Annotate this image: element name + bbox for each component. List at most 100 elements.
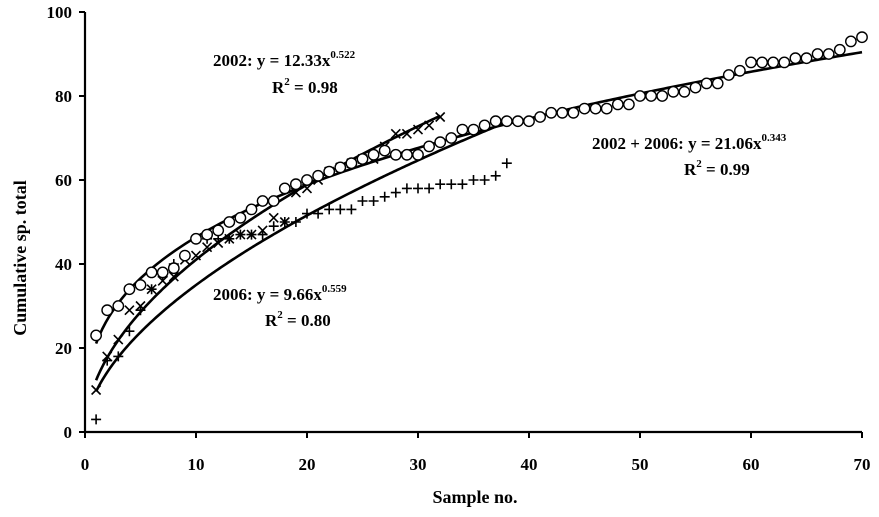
circle-marker — [367, 148, 380, 161]
circle-marker — [767, 56, 780, 69]
circle-marker — [145, 266, 158, 279]
circle-marker — [267, 195, 280, 207]
x-tick-label: 40 — [521, 455, 538, 474]
circle-marker — [190, 232, 202, 245]
plus-marker — [424, 183, 435, 194]
cross-marker — [390, 128, 401, 139]
y-tick-label: 60 — [55, 171, 72, 190]
circle-marker — [645, 90, 657, 102]
circle-marker — [722, 69, 735, 81]
cross-marker — [168, 271, 179, 282]
circle-marker — [389, 148, 402, 161]
circle-marker — [201, 228, 214, 241]
fit-2006-equation: 2006: y = 9.66x0.559 — [213, 283, 347, 304]
circle-marker — [400, 148, 413, 161]
circle-marker — [512, 115, 524, 128]
plus-marker — [290, 217, 301, 227]
circle-marker — [256, 195, 269, 207]
plus-marker — [446, 179, 457, 190]
x-tick-label: 70 — [854, 455, 871, 474]
circle-marker — [800, 52, 813, 65]
circle-marker — [833, 43, 846, 56]
circle-marker — [245, 203, 258, 216]
circle-marker — [689, 81, 702, 94]
circle-marker — [711, 77, 724, 90]
circle-marker — [556, 106, 569, 119]
cross-marker — [435, 111, 446, 123]
plus-marker — [313, 208, 324, 219]
plus-marker — [235, 229, 246, 240]
plus-marker — [246, 229, 257, 240]
circle-marker — [90, 329, 103, 342]
circle-marker — [845, 35, 857, 48]
fit-combined-equation: 2002 + 2006: y = 21.06x0.343 — [592, 132, 787, 153]
circle-marker — [734, 64, 746, 77]
circle-marker — [523, 115, 535, 128]
x-tick-label: 10 — [188, 455, 205, 474]
plus-marker — [102, 355, 113, 366]
plus-marker — [379, 191, 390, 202]
plus-marker — [490, 170, 501, 181]
circle-marker — [323, 165, 336, 178]
circle-marker — [423, 140, 435, 153]
x-tick-label: 20 — [299, 455, 316, 474]
circle-marker — [756, 56, 768, 69]
plus-marker — [335, 204, 346, 215]
circle-marker — [489, 115, 502, 128]
x-tick-label: 50 — [632, 455, 649, 474]
circle-marker — [123, 283, 136, 296]
plus-marker — [224, 233, 235, 244]
x-tick-label: 0 — [81, 455, 90, 474]
plus-marker — [390, 187, 401, 198]
cross-marker — [290, 187, 301, 198]
circle-marker — [101, 304, 114, 317]
plus-marker — [124, 326, 135, 337]
circle-marker — [412, 148, 424, 161]
circle-marker — [811, 48, 824, 60]
circle-marker — [611, 98, 624, 111]
circle-marker — [112, 300, 125, 312]
circle-marker — [334, 161, 347, 174]
x-tick-label: 30 — [410, 455, 427, 474]
fit-curve-3 — [94, 50, 863, 345]
plus-marker — [279, 217, 290, 227]
circle-marker — [134, 279, 147, 291]
axes: 0 20 40 60 80 100 0 10 20 30 40 50 60 70 — [47, 3, 871, 474]
circle-marker — [678, 85, 691, 98]
cross-marker — [301, 183, 313, 194]
circle-marker — [623, 98, 635, 111]
circle-marker — [312, 169, 324, 182]
plus-marker — [268, 221, 279, 232]
plus-marker — [413, 183, 423, 194]
circle-marker — [445, 132, 458, 144]
fit-2002-equation: 2002: y = 12.33x0.522 — [213, 49, 356, 70]
y-tick-label: 40 — [55, 255, 72, 274]
circle-marker — [156, 266, 169, 279]
fit-combined-r-squared: R2 = 0.99 — [684, 158, 750, 179]
cross-marker — [190, 250, 202, 261]
circle-marker — [822, 48, 835, 60]
circle-marker — [656, 90, 669, 102]
cross-marker — [202, 242, 213, 253]
circle-marker — [534, 111, 546, 123]
circle-marker — [545, 106, 558, 119]
circle-marker — [234, 211, 247, 224]
circle-marker — [600, 102, 613, 115]
y-tick-label: 80 — [55, 87, 72, 106]
circle-marker — [356, 153, 369, 165]
circle-marker — [478, 119, 491, 132]
circle-marker — [778, 56, 791, 69]
cross-marker — [412, 124, 424, 135]
plus-marker — [457, 179, 468, 190]
plus-marker — [435, 179, 446, 190]
x-tick-label: 60 — [743, 455, 760, 474]
plus-marker — [91, 414, 102, 425]
circle-marker — [345, 157, 358, 170]
circle-marker — [667, 85, 680, 98]
plus-marker — [468, 175, 479, 185]
plus-marker — [479, 175, 490, 185]
fit-curves — [94, 50, 863, 393]
circle-marker — [745, 56, 757, 69]
